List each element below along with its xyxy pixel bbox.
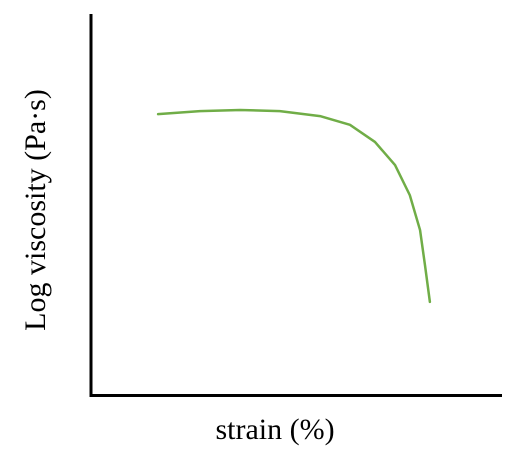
data-line	[156, 108, 432, 304]
y-axis-label: Log viscosity (Pa·s)	[19, 89, 52, 331]
x-axis-label: strain (%)	[215, 413, 334, 446]
